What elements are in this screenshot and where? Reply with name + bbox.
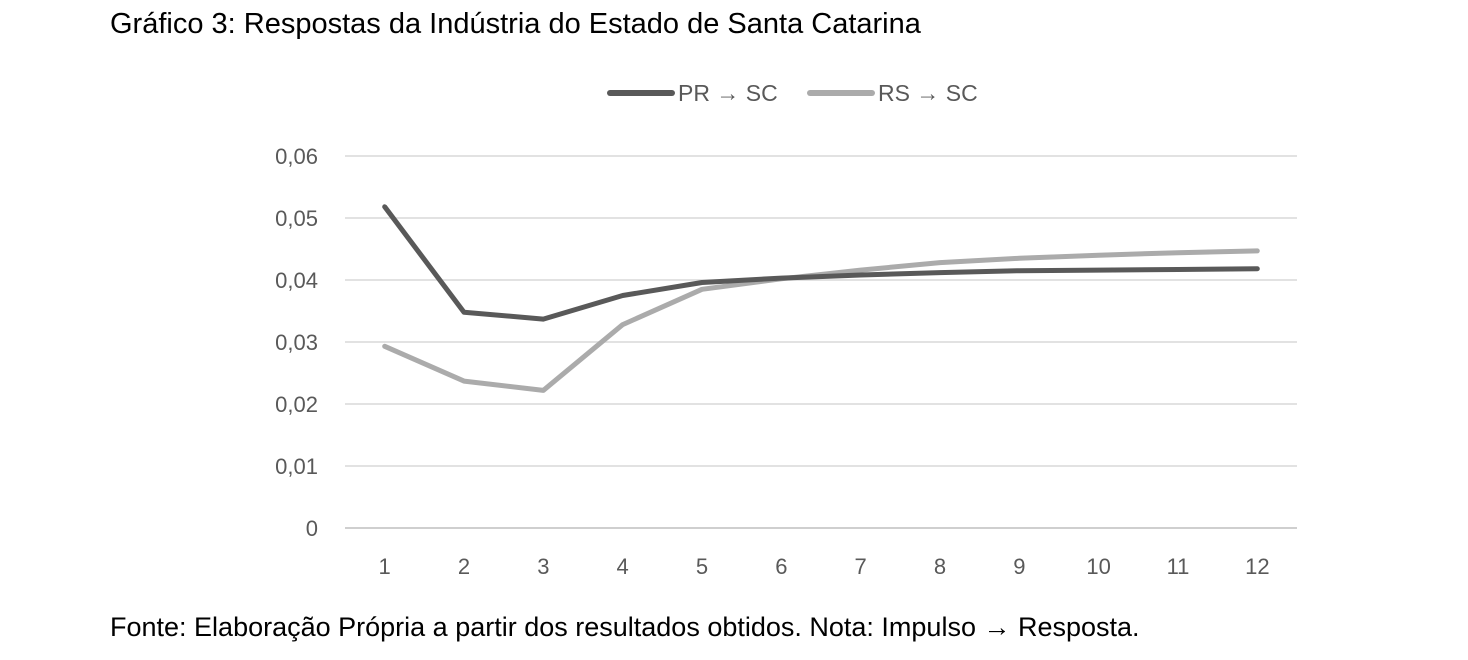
legend-label: PR → SC (678, 80, 778, 106)
x-tick-label: 2 (458, 554, 470, 579)
y-tick-label: 0,05 (275, 206, 318, 231)
x-tick-label: 5 (696, 554, 708, 579)
series-lines (382, 204, 1260, 393)
y-tick-label: 0,03 (275, 330, 318, 355)
y-tick-label: 0 (306, 516, 318, 541)
x-tick-label: 4 (617, 554, 629, 579)
x-tick-label: 12 (1245, 554, 1269, 579)
legend-label: RS → SC (878, 80, 978, 106)
legend: PR → SC RS → SC (607, 80, 978, 106)
x-tick-label: 3 (537, 554, 549, 579)
x-tick-label: 9 (1013, 554, 1025, 579)
x-tick-label: 11 (1167, 554, 1190, 579)
x-tick-label: 7 (855, 554, 867, 579)
x-tick-label: 10 (1086, 554, 1110, 579)
x-tick-label: 1 (379, 554, 391, 579)
y-tick-label: 0,01 (275, 454, 318, 479)
x-tick-label: 6 (775, 554, 787, 579)
x-tick-label: 8 (934, 554, 946, 579)
figure-source-note: Fonte: Elaboração Própria a partir dos r… (110, 612, 1140, 642)
figure-title: Gráfico 3: Respostas da Indústria do Est… (110, 8, 921, 40)
y-tick-label: 0,04 (275, 268, 318, 293)
x-axis-ticks: 1 2 3 4 5 6 7 8 9 10 11 12 (379, 554, 1270, 579)
y-tick-label: 0,06 (275, 144, 318, 169)
y-tick-label: 0,02 (275, 392, 318, 417)
gridlines (345, 155, 1297, 529)
y-axis-ticks: 0 0,01 0,02 0,03 0,04 0,05 0,06 (275, 144, 318, 541)
series-line-0 (382, 204, 1260, 322)
